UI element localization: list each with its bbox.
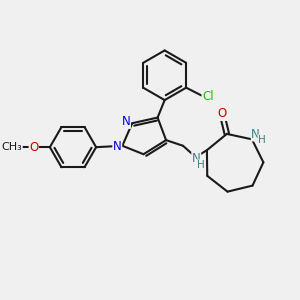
Text: Cl: Cl [202, 91, 214, 103]
Text: O: O [29, 141, 38, 154]
Text: N: N [251, 128, 260, 141]
Text: H: H [258, 135, 266, 145]
Text: N: N [122, 115, 130, 128]
Text: CH₃: CH₃ [2, 142, 22, 152]
Text: H: H [197, 160, 205, 170]
Text: N: N [113, 140, 122, 153]
Text: O: O [218, 107, 226, 120]
Text: N: N [192, 152, 201, 165]
